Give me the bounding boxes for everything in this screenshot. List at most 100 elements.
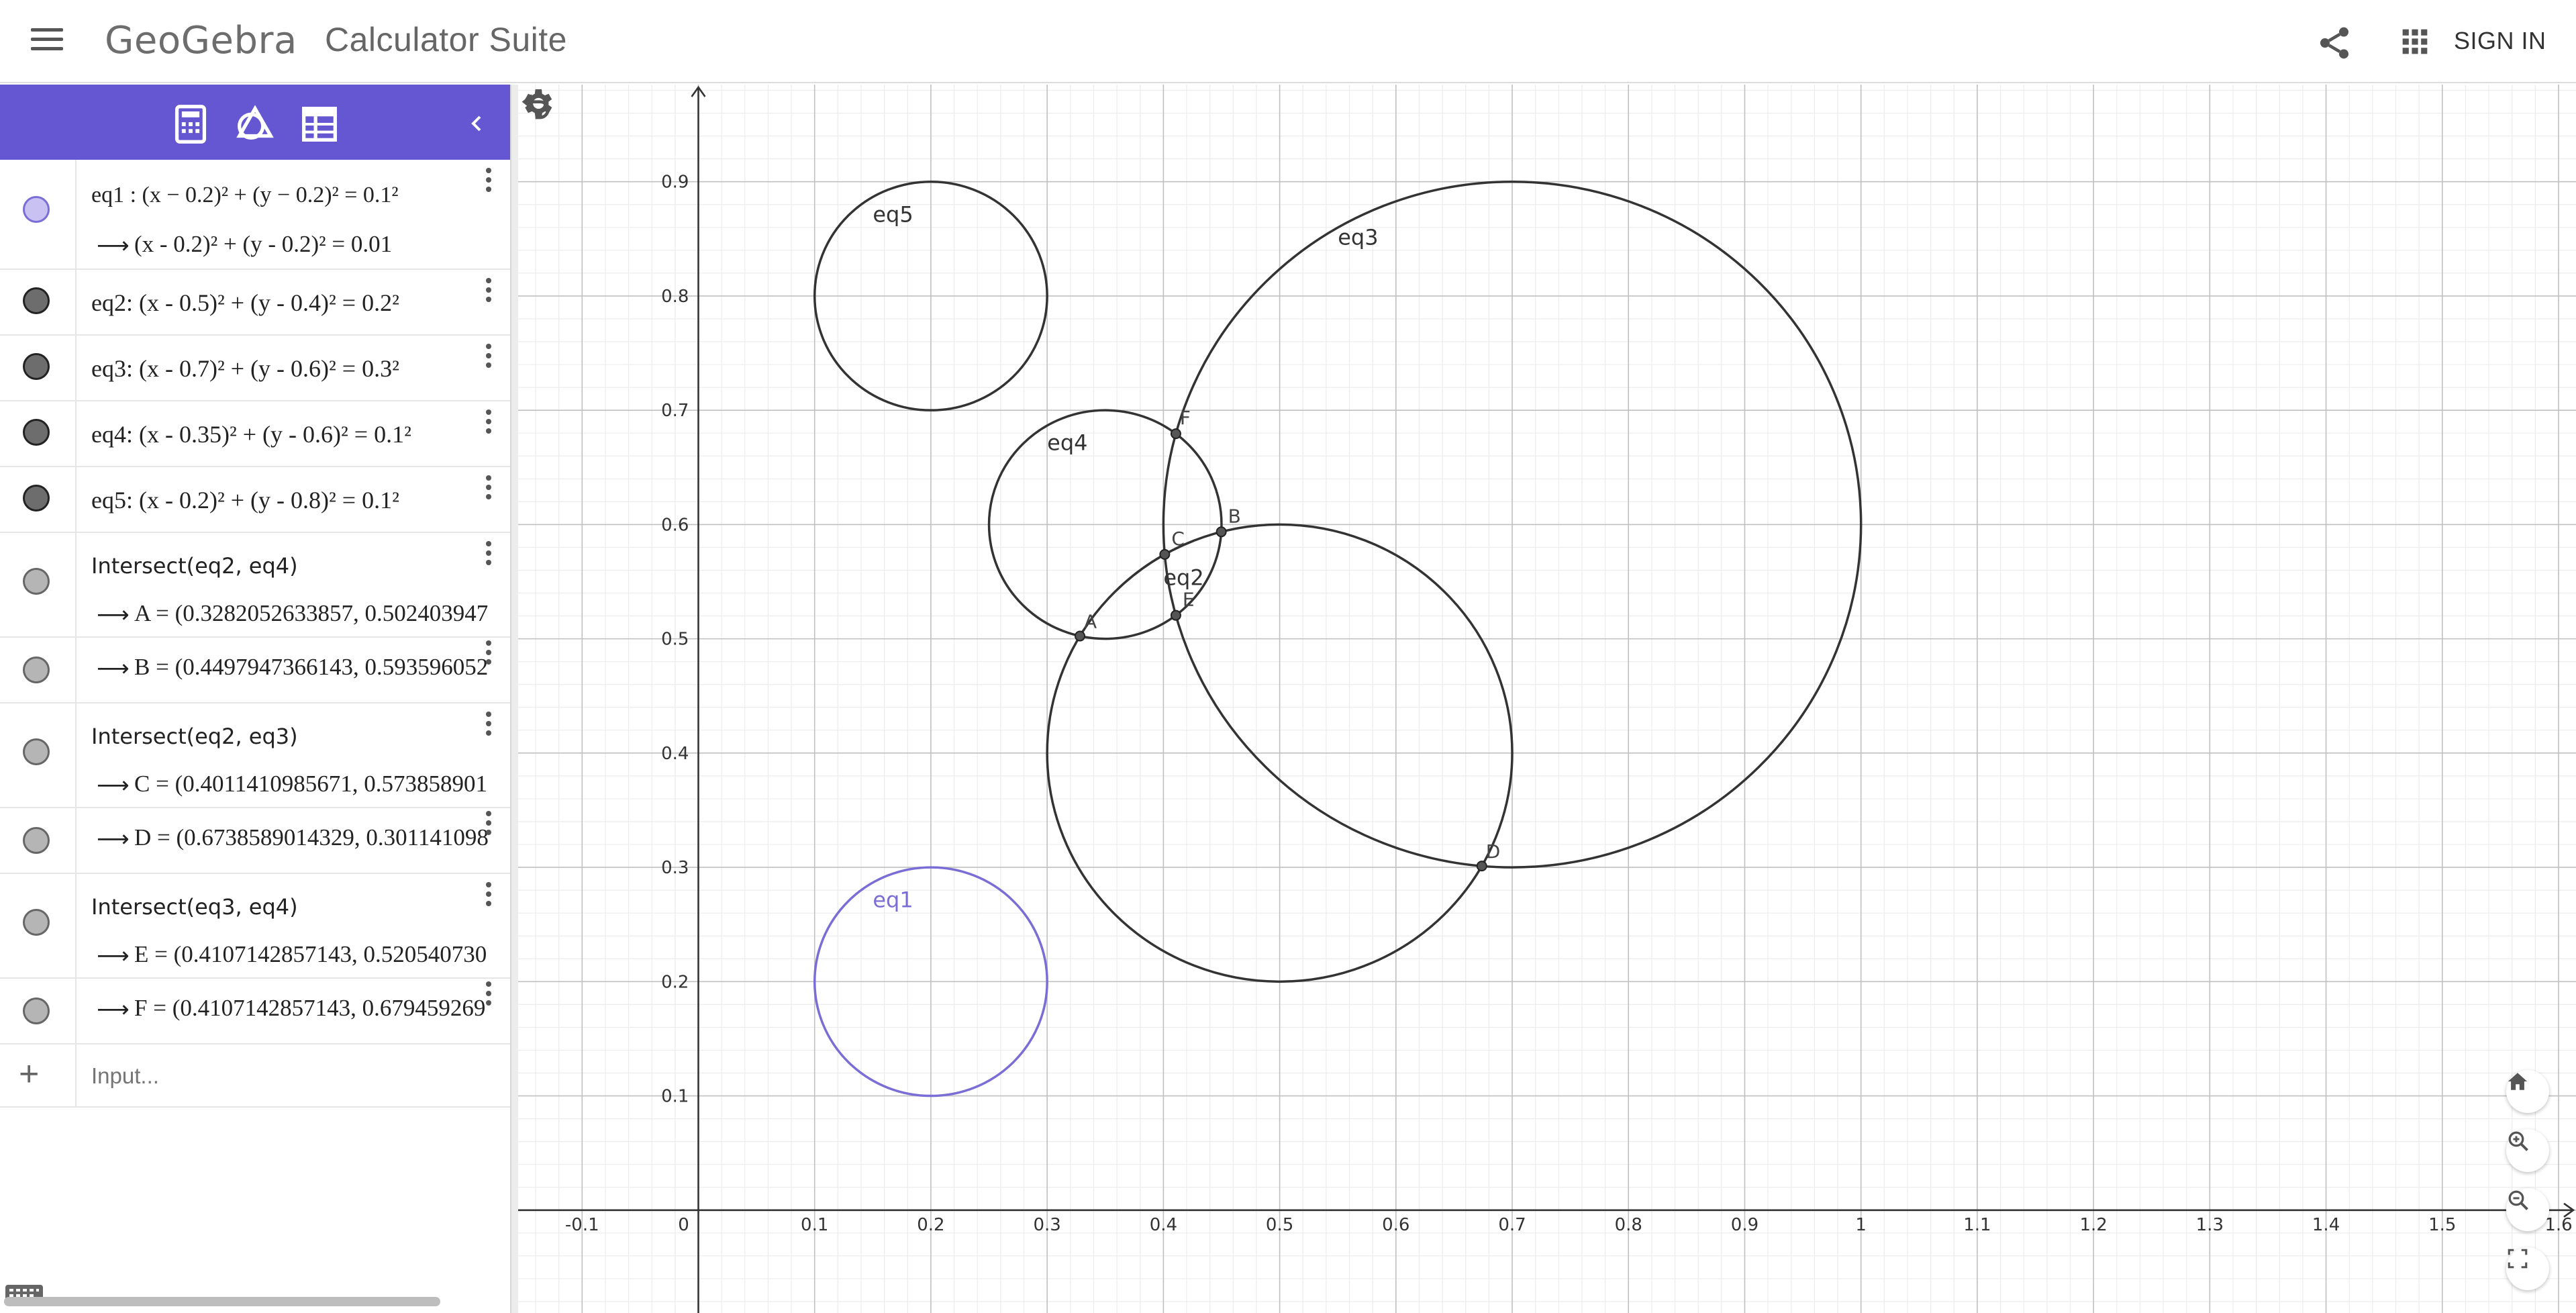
algebra-row-eq5[interactable]: eq5: (x - 0.2)² + (y - 0.8)² = 0.1²	[0, 467, 510, 533]
arrow-icon: ⟶	[97, 773, 130, 798]
row-definition[interactable]: eq1 : (x − 0.2)² + (y − 0.2)² = 0.1²	[91, 183, 399, 207]
visibility-toggle[interactable]	[23, 287, 50, 314]
input-row[interactable]: +	[0, 1044, 510, 1108]
algebra-row-eq3[interactable]: eq3: (x - 0.7)² + (y - 0.6)² = 0.3²	[0, 336, 510, 401]
visibility-toggle[interactable]	[23, 738, 50, 765]
row-definition[interactable]: eq4: (x - 0.35)² + (y - 0.6)² = 0.1²	[91, 421, 411, 448]
row-definition[interactable]: eq5: (x - 0.2)² + (y - 0.8)² = 0.1²	[91, 487, 399, 514]
visibility-toggle[interactable]	[23, 353, 50, 380]
algebra-row-eq1[interactable]: eq1 : (x − 0.2)² + (y − 0.2)² = 0.1² ⟶ (…	[0, 160, 510, 270]
y-tick-label: 0.9	[661, 173, 689, 193]
chevron-left-icon[interactable]	[463, 110, 490, 137]
visibility-toggle[interactable]	[23, 568, 50, 595]
visibility-toggle[interactable]	[23, 196, 50, 223]
label-eq5: eq5	[873, 201, 913, 227]
sign-in-button[interactable]: SIGN IN	[2454, 27, 2546, 54]
zoom-out-icon[interactable]	[2506, 1188, 2549, 1231]
algebra-row-eq4[interactable]: eq4: (x - 0.35)² + (y - 0.6)² = 0.1²	[0, 401, 510, 467]
circle-eq2[interactable]	[1046, 523, 1514, 983]
point-A[interactable]	[1075, 630, 1086, 642]
label-eq1: eq1	[873, 887, 913, 913]
x-tick-label: 0.9	[1731, 1215, 1758, 1235]
algebra-row-eq2[interactable]: eq2: (x - 0.5)² + (y - 0.4)² = 0.2²	[0, 270, 510, 336]
visibility-toggle[interactable]	[23, 419, 50, 446]
circle-eq5[interactable]	[813, 180, 1048, 411]
algebra-list: eq1 : (x − 0.2)² + (y − 0.2)² = 0.1² ⟶ (…	[0, 160, 510, 1108]
point-B[interactable]	[1216, 526, 1227, 538]
more-options-icon[interactable]	[481, 640, 497, 673]
x-tick-label: 0.6	[1382, 1215, 1409, 1235]
zoom-in-icon[interactable]	[2506, 1129, 2549, 1172]
row-definition[interactable]: eq2: (x - 0.5)² + (y - 0.4)² = 0.2²	[91, 289, 399, 316]
point-label-F: F	[1180, 407, 1191, 429]
visibility-toggle[interactable]	[23, 485, 50, 512]
algebra-input[interactable]	[91, 1061, 494, 1091]
row-value: A = (0.3282052633857, 0.502403947	[134, 600, 489, 626]
visibility-toggle[interactable]	[23, 827, 50, 854]
gear-icon[interactable]	[518, 85, 556, 122]
algebra-row-B[interactable]: ⟶ B = (0.4497947366143, 0.593596052	[0, 638, 510, 703]
table-icon[interactable]	[295, 101, 344, 148]
home-icon[interactable]	[2506, 1070, 2549, 1113]
algebra-row-A[interactable]: Intersect(eq2, eq4) ⟶ A = (0.32820526338…	[0, 533, 510, 638]
y-tick-label: 0.4	[661, 744, 689, 764]
row-definition[interactable]: Intersect(eq3, eq4)	[91, 894, 298, 920]
x-tick-label: 0.3	[1033, 1215, 1060, 1235]
point-C[interactable]	[1159, 548, 1171, 560]
share-icon[interactable]	[2316, 24, 2353, 62]
x-tick-label: 0.7	[1498, 1215, 1526, 1235]
x-axis-arrow	[2563, 1202, 2575, 1218]
algebra-row-C[interactable]: Intersect(eq2, eq3) ⟶ C = (0.40114109856…	[0, 703, 510, 808]
x-tick-label: 1.5	[2428, 1215, 2456, 1235]
row-definition[interactable]: Intersect(eq2, eq4)	[91, 553, 298, 579]
apps-grid-icon[interactable]	[2400, 27, 2430, 56]
more-options-icon[interactable]	[481, 344, 497, 376]
graphics-view[interactable]: -0.1 0 0.1 0.2 0.3 0.4 0.5 0.6 0.7 0.8 0.9 1 1.1 1.2 1…	[518, 85, 2576, 1313]
arrow-icon: ⟶	[97, 233, 130, 258]
more-options-icon[interactable]	[481, 475, 497, 507]
arrow-icon: ⟶	[97, 826, 130, 852]
visibility-toggle[interactable]	[23, 998, 50, 1024]
add-icon[interactable]: +	[19, 1055, 40, 1093]
point-D[interactable]	[1476, 861, 1487, 872]
y-tick-label: 0.5	[661, 630, 689, 650]
graph-canvas[interactable]: -0.1 0 0.1 0.2 0.3 0.4 0.5 0.6 0.7 0.8 0.9 1 1.1 1.2 1…	[518, 85, 2576, 1313]
visibility-toggle[interactable]	[23, 909, 50, 936]
fullscreen-icon[interactable]	[2506, 1247, 2549, 1290]
row-value: B = (0.4497947366143, 0.593596052	[134, 654, 489, 680]
x-tick-label: 0.2	[917, 1215, 944, 1235]
main-menu-icon[interactable]	[31, 28, 63, 55]
point-F[interactable]	[1170, 428, 1181, 440]
visibility-toggle[interactable]	[23, 656, 50, 683]
algebra-row-D[interactable]: ⟶ D = (0.6738589014329, 0.301141098	[0, 808, 510, 874]
more-options-icon[interactable]	[481, 168, 497, 200]
y-axis-arrow	[691, 85, 706, 97]
geometry-tools-icon[interactable]	[231, 101, 279, 148]
row-definition[interactable]: eq3: (x - 0.7)² + (y - 0.6)² = 0.3²	[91, 355, 399, 382]
circle-eq3[interactable]	[1162, 180, 1863, 869]
point-E[interactable]	[1170, 610, 1181, 621]
horizontal-scrollbar[interactable]	[4, 1297, 440, 1306]
algebra-row-F[interactable]: ⟶ F = (0.4107142857143, 0.679459269	[0, 979, 510, 1044]
point-label-B: B	[1228, 505, 1241, 527]
circle-eq1[interactable]	[813, 866, 1048, 1098]
algebra-row-E[interactable]: Intersect(eq3, eq4) ⟶ E = (0.41071428571…	[0, 874, 510, 979]
point-label-D: D	[1486, 840, 1501, 863]
more-options-icon[interactable]	[481, 811, 497, 843]
more-options-icon[interactable]	[481, 882, 497, 914]
x-tick-label: 1.3	[2196, 1215, 2224, 1235]
row-definition[interactable]: Intersect(eq2, eq3)	[91, 724, 298, 749]
row-value: (x - 0.2)² + (y - 0.2)² = 0.01	[134, 231, 393, 257]
panel-resize-handle[interactable]	[511, 85, 518, 1313]
y-tick-label: 0.8	[661, 287, 689, 307]
more-options-icon[interactable]	[481, 409, 497, 442]
more-options-icon[interactable]	[481, 541, 497, 573]
more-options-icon[interactable]	[481, 981, 497, 1014]
x-tick-label: 1	[1855, 1215, 1867, 1235]
y-tick-label: 0.1	[661, 1087, 689, 1107]
more-options-icon[interactable]	[481, 278, 497, 310]
label-eq4: eq4	[1047, 430, 1087, 456]
calculator-icon[interactable]	[166, 101, 215, 148]
more-options-icon[interactable]	[481, 712, 497, 744]
circle-eq4[interactable]	[987, 409, 1223, 640]
